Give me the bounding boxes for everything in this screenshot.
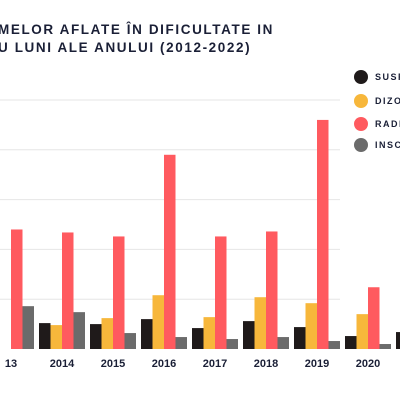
bar-2014-dizoi bbox=[50, 325, 62, 349]
bar-2018-dizoi bbox=[254, 297, 266, 349]
bar-2019-susp bbox=[294, 327, 306, 349]
bar-2015-radi bbox=[113, 236, 125, 349]
bar-2018-susp bbox=[243, 321, 255, 349]
bar-2014-susp bbox=[39, 323, 51, 349]
bar-2020-susp bbox=[345, 336, 357, 349]
bar-2019-insc bbox=[328, 341, 340, 349]
bar-2016-radi bbox=[164, 154, 176, 349]
bar-2019-dizoi bbox=[305, 303, 317, 349]
bar-2015-insc bbox=[124, 333, 136, 349]
legend-swatch-1 bbox=[354, 70, 368, 84]
bar-13-radi bbox=[11, 229, 23, 349]
bar-2016-insc bbox=[175, 337, 187, 349]
bar-2018-insc bbox=[277, 337, 289, 349]
bars bbox=[11, 119, 400, 349]
legend-label-4: INSC bbox=[375, 140, 400, 150]
bar-2019-radi bbox=[317, 119, 329, 349]
bar-2015-susp bbox=[90, 324, 102, 349]
bar-2020-radi bbox=[368, 287, 380, 349]
x-tick-label: 2015 bbox=[101, 358, 125, 370]
legend-label-1: SUSP bbox=[375, 72, 400, 82]
bar-2014-radi bbox=[62, 232, 74, 349]
bar-last-susp bbox=[396, 332, 400, 349]
bar-2017-susp bbox=[192, 328, 204, 349]
x-tick-label: 2016 bbox=[152, 358, 176, 370]
bar-2020-insc bbox=[379, 344, 391, 349]
legend-label-2: DIZOI bbox=[375, 96, 400, 106]
x-tick-label: 2014 bbox=[50, 358, 75, 370]
bar-2016-dizoi bbox=[152, 295, 164, 349]
x-tick-label: 2020 bbox=[356, 358, 380, 370]
bar-2015-dizoi bbox=[101, 318, 113, 349]
chart-title-line-1: MELOR AFLATE ÎN DIFICULTATE IN bbox=[0, 22, 274, 37]
bar-2017-dizoi bbox=[203, 317, 215, 349]
chart-title-line-2: U LUNI ALE ANULUI (2012-2022) bbox=[0, 40, 252, 55]
legend-swatch-2 bbox=[354, 94, 368, 108]
bar-13-insc bbox=[22, 306, 34, 349]
bar-2014-insc bbox=[73, 312, 85, 349]
x-tick-label: 2019 bbox=[305, 358, 329, 370]
bar-2020-dizoi bbox=[356, 314, 368, 349]
bar-2017-insc bbox=[226, 339, 238, 349]
legend-swatch-4 bbox=[354, 138, 368, 152]
bar-2017-radi bbox=[215, 236, 227, 349]
legend-swatch-3 bbox=[354, 117, 368, 131]
x-axis-ticks: 13 2014 2015 2016 2017 2018 2019 2020 bbox=[5, 358, 380, 370]
x-tick-label: 13 bbox=[5, 358, 17, 370]
bar-2016-susp bbox=[141, 319, 153, 349]
bar-2018-radi bbox=[266, 231, 278, 349]
x-tick-label: 2017 bbox=[203, 358, 227, 370]
x-tick-label: 2018 bbox=[254, 358, 278, 370]
